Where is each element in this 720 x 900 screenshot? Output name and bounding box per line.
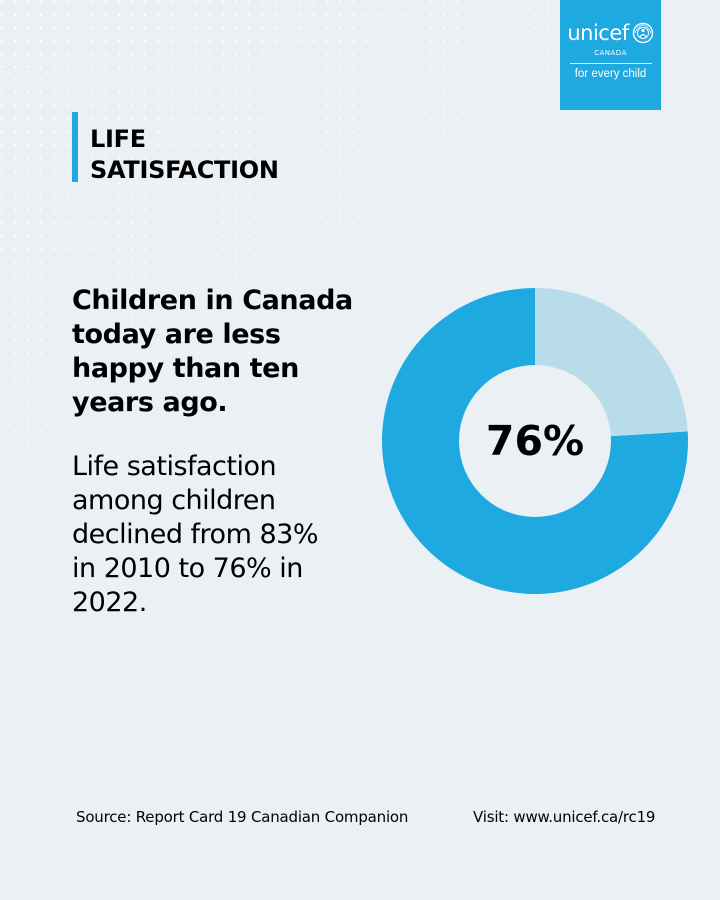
unicef-logo: unicef CANADA for every child <box>560 0 661 110</box>
body-line: Life satisfaction <box>72 451 277 482</box>
unicef-emblem-icon <box>632 22 653 44</box>
footer-visit-link[interactable]: Visit: www.unicef.ca/rc19 <box>473 808 656 826</box>
donut-hole <box>459 365 611 517</box>
body-text: Life satisfaction among children decline… <box>72 450 372 620</box>
section-title-line: SATISFACTION <box>90 156 279 184</box>
headline: Children in Canada today are less happy … <box>72 284 372 420</box>
headline-line: today are less <box>72 319 281 350</box>
section-title: LIFE SATISFACTION <box>90 124 350 186</box>
body-line: among children <box>72 485 276 516</box>
brand-country: CANADA <box>594 49 627 57</box>
body-line: 2022. <box>72 587 147 618</box>
body-line: in 2010 to 76% in <box>72 553 303 584</box>
donut-chart: 76% <box>382 288 688 594</box>
section-title-line: LIFE <box>90 125 146 153</box>
body-line: declined from 83% <box>72 519 318 550</box>
donut-center-label: 76% <box>486 417 584 465</box>
brand-name: unicef <box>567 20 629 45</box>
headline-line: years ago. <box>72 387 228 418</box>
logo-divider <box>569 63 652 64</box>
section-accent-bar <box>72 112 78 182</box>
footer-source: Source: Report Card 19 Canadian Companio… <box>76 808 409 826</box>
headline-line: Children in Canada <box>72 285 353 316</box>
brand-tagline: for every child <box>574 68 647 80</box>
headline-line: happy than ten <box>72 353 299 384</box>
